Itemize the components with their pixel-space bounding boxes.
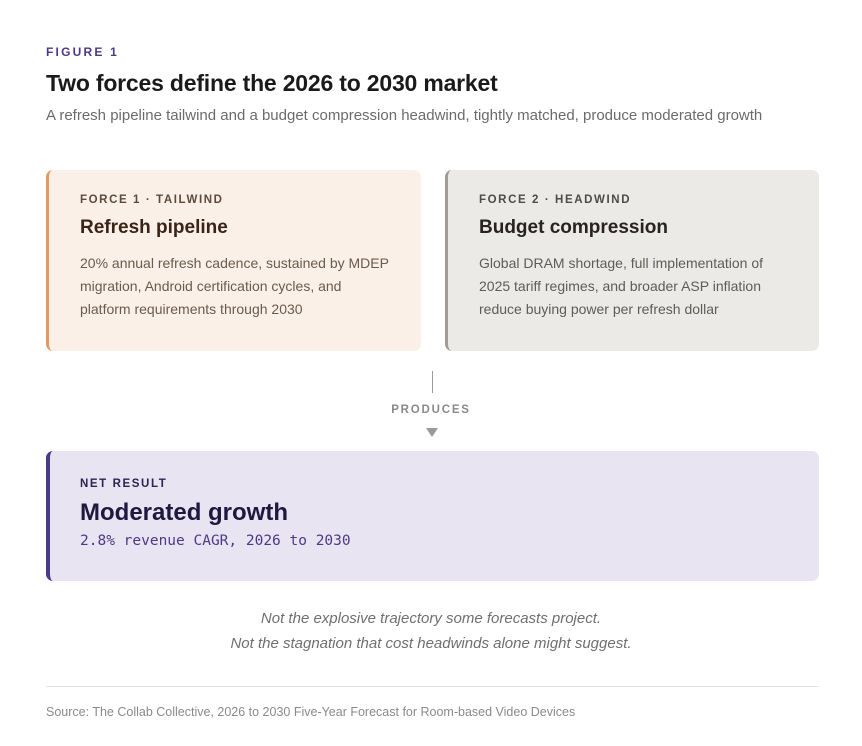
- net-result-detail: 2.8% revenue CAGR, 2026 to 2030: [80, 533, 351, 549]
- force-card-body: 20% annual refresh cadence, sustained by…: [80, 255, 389, 317]
- footnote-line-2: Not the stagnation that cost headwinds a…: [230, 635, 632, 652]
- source-divider: [46, 686, 819, 687]
- force-card-headwind: FORCE 2 · HEADWIND Budget compression Gl…: [445, 170, 819, 351]
- connector-label: PRODUCES: [391, 404, 471, 416]
- down-arrow-icon: [426, 428, 438, 437]
- connector-line: [432, 371, 433, 393]
- net-result-title: Moderated growth: [80, 499, 288, 526]
- force-card-title: Budget compression: [479, 217, 668, 238]
- net-result-card: NET RESULT Moderated growth 2.8% revenue…: [46, 451, 819, 581]
- source-note: Source: The Collab Collective, 2026 to 2…: [46, 705, 576, 719]
- figure-eyebrow: FIGURE 1: [46, 45, 119, 59]
- figure-title: Two forces define the 2026 to 2030 marke…: [46, 70, 498, 96]
- force-card-title: Refresh pipeline: [80, 217, 228, 238]
- footnote-line-1: Not the explosive trajectory some foreca…: [260, 610, 602, 627]
- force-card-eyebrow: FORCE 1 · TAILWIND: [80, 194, 224, 206]
- net-result-eyebrow: NET RESULT: [80, 478, 168, 490]
- force-card-tailwind: FORCE 1 · TAILWIND Refresh pipeline 20% …: [46, 170, 421, 351]
- force-card-eyebrow: FORCE 2 · HEADWIND: [479, 194, 632, 206]
- force-card-body: Global DRAM shortage, full implementatio…: [479, 255, 764, 317]
- figure-subtitle: A refresh pipeline tailwind and a budget…: [46, 107, 763, 124]
